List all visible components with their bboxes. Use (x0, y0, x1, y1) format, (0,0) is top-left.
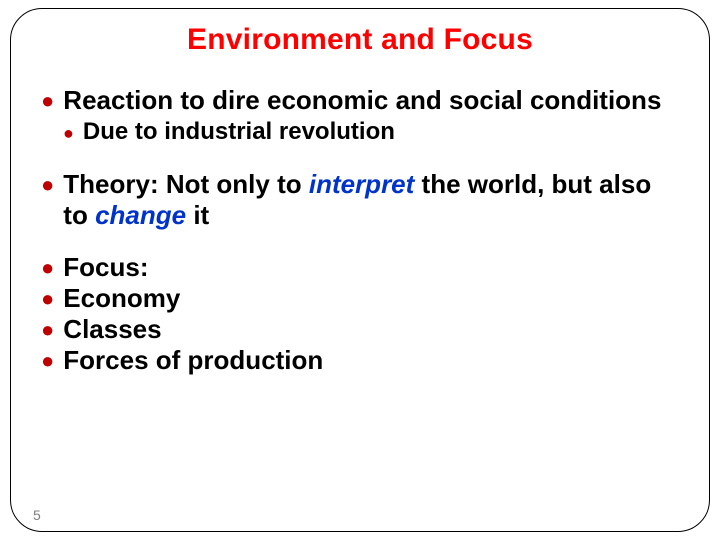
bullet-text: Theory: Not only to interpret the world,… (63, 169, 679, 230)
bullet-icon: ● (41, 315, 54, 345)
bullet-text: Classes (63, 314, 161, 345)
sub-bullet-industrial: ● Due to industrial revolution (63, 118, 679, 147)
slide-frame: Environment and Focus ● Reaction to dire… (10, 8, 710, 532)
bullet-icon: ● (63, 119, 74, 147)
bullet-economy: ● Economy (41, 283, 679, 314)
highlight-change: change (95, 200, 186, 230)
bullet-icon: ● (41, 284, 54, 314)
slide-title: Environment and Focus (41, 23, 679, 57)
bullet-reaction: ● Reaction to dire economic and social c… (41, 85, 679, 116)
page-number: 5 (33, 507, 41, 523)
bullet-text: Focus: (63, 252, 148, 283)
bullet-classes: ● Classes (41, 314, 679, 345)
bullet-icon: ● (41, 170, 54, 200)
bullet-text: Reaction to dire economic and social con… (63, 85, 661, 116)
bullet-icon: ● (41, 86, 54, 116)
bullet-forces: ● Forces of production (41, 345, 679, 376)
bullet-text: Due to industrial revolution (83, 118, 395, 147)
bullet-icon: ● (41, 253, 54, 283)
bullet-focus: ● Focus: (41, 252, 679, 283)
bullet-theory: ● Theory: Not only to interpret the worl… (41, 169, 679, 230)
bullet-text: Forces of production (63, 345, 323, 376)
bullet-text: Economy (63, 283, 180, 314)
highlight-interpret: interpret (309, 169, 414, 199)
text-seg: Theory: Not only to (63, 169, 309, 199)
text-seg: it (186, 200, 209, 230)
bullet-icon: ● (41, 346, 54, 376)
